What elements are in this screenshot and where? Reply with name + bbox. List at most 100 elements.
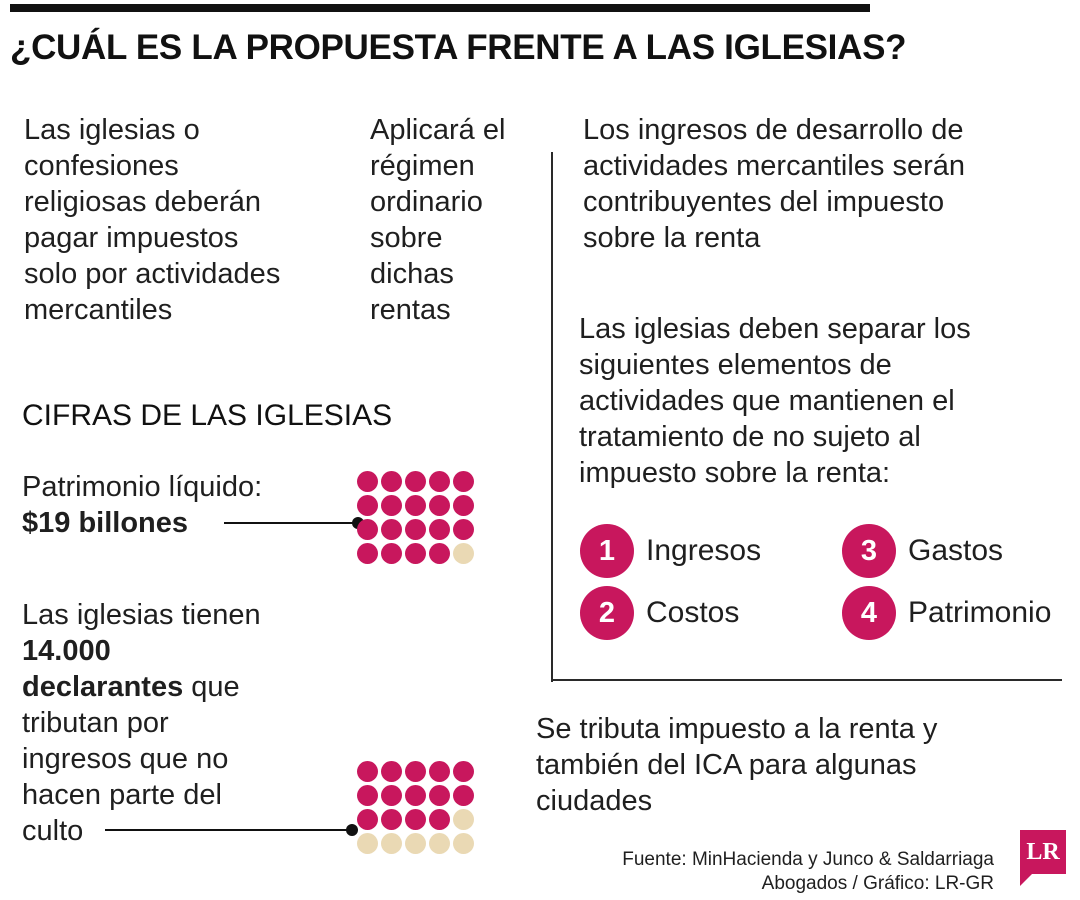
patrimonio-value: $19 billones — [22, 507, 189, 539]
element-label: Patrimonio — [908, 596, 1052, 629]
text-line: ordinario — [370, 186, 483, 218]
text-line: religiosas deberán — [24, 186, 261, 218]
text-line: actividades que mantienen el — [579, 385, 955, 417]
filled-dot — [357, 809, 378, 830]
filled-dot — [429, 785, 450, 806]
separate-elements-text: Las iglesias deben separar los siguiente… — [579, 311, 971, 491]
empty-dot — [381, 833, 402, 854]
filled-dot — [453, 761, 474, 782]
text-line: tributan por — [22, 707, 169, 739]
text-line: Las iglesias tienen — [22, 599, 261, 631]
lr-logo: LR — [1020, 830, 1066, 874]
filled-dot — [357, 495, 378, 516]
text-line: impuesto sobre la renta: — [579, 457, 891, 489]
number-badge: 4 — [842, 586, 896, 640]
filled-dot — [429, 809, 450, 830]
declarantes-word: declarantes — [22, 671, 184, 703]
text-line: ciudades — [536, 785, 653, 817]
filled-dot — [381, 495, 402, 516]
text-line: declarantes que — [22, 669, 261, 705]
text-line: hacen parte del — [22, 779, 222, 811]
patrimonio-text: Patrimonio líquido: $19 billones — [22, 469, 262, 541]
filled-dot — [381, 785, 402, 806]
filled-dot — [381, 519, 402, 540]
frame-horizontal-rule — [551, 679, 1062, 681]
text-line: ingresos que no — [22, 743, 229, 775]
filled-dot — [405, 495, 426, 516]
source-line: Abogados / Gráfico: LR-GR — [761, 873, 994, 894]
filled-dot — [381, 761, 402, 782]
declarantes-number: 14.000 — [22, 635, 111, 667]
element-label: Costos — [646, 596, 740, 629]
text-line: Se tributa impuesto a la renta y — [536, 713, 938, 745]
filled-dot — [405, 471, 426, 492]
declarantes-leader-line — [105, 829, 353, 831]
filled-dot — [429, 761, 450, 782]
text-line: régimen — [370, 150, 475, 182]
filled-dot — [381, 543, 402, 564]
filled-dot — [429, 495, 450, 516]
element-gastos: 3 Gastos — [842, 524, 1003, 578]
declarantes-dot-grid — [357, 761, 474, 854]
text-line: sobre la renta — [583, 222, 761, 254]
empty-dot — [453, 809, 474, 830]
filled-dot — [429, 471, 450, 492]
patrimonio-dot-grid — [357, 471, 474, 564]
empty-dot — [429, 833, 450, 854]
text-line: también del ICA para algunas — [536, 749, 917, 781]
text-line: rentas — [370, 294, 451, 326]
filled-dot — [453, 495, 474, 516]
filled-dot — [357, 471, 378, 492]
element-label: Ingresos — [646, 534, 762, 567]
filled-dot — [429, 543, 450, 564]
lr-logo-tail — [1020, 874, 1032, 886]
element-patrimonio: 4 Patrimonio — [842, 586, 1051, 640]
top-rule — [10, 4, 870, 12]
filled-dot — [405, 785, 426, 806]
text-line: dichas — [370, 258, 454, 290]
declarantes-leader-dot — [346, 824, 358, 836]
filled-dot — [357, 543, 378, 564]
churches-tax-text: Las iglesias o confesiones religiosas de… — [24, 112, 280, 328]
text-line: Las iglesias deben separar los — [579, 313, 971, 345]
filled-dot — [381, 809, 402, 830]
patrimonio-label: Patrimonio líquido: — [22, 471, 263, 503]
patrimonio-leader-line — [224, 522, 358, 524]
filled-dot — [357, 761, 378, 782]
filled-dot — [453, 471, 474, 492]
text-line: Las iglesias o — [24, 114, 200, 146]
text-line: tratamiento de no sujeto al — [579, 421, 921, 453]
empty-dot — [405, 833, 426, 854]
page-title: ¿CUÁL ES LA PROPUESTA FRENTE A LAS IGLES… — [10, 28, 907, 67]
number-badge: 3 — [842, 524, 896, 578]
text-line: actividades mercantiles serán — [583, 150, 966, 182]
filled-dot — [405, 543, 426, 564]
declarantes-text: Las iglesias tienen 14.000 declarantes q… — [22, 597, 261, 849]
filled-dot — [357, 519, 378, 540]
source-credit: Fuente: MinHacienda y Junco & Saldarriag… — [622, 848, 994, 896]
frame-vertical-rule — [551, 152, 553, 682]
text-line: Aplicará el — [370, 114, 506, 146]
filled-dot — [357, 785, 378, 806]
filled-dot — [453, 519, 474, 540]
text-line: confesiones — [24, 150, 179, 182]
filled-dot — [453, 785, 474, 806]
text-line: mercantiles — [24, 294, 173, 326]
mercantile-income-text: Los ingresos de desarrollo de actividade… — [583, 112, 965, 256]
element-costos: 2 Costos — [580, 586, 739, 640]
regime-text: Aplicará el régimen ordinario sobre dich… — [370, 112, 505, 328]
number-badge: 2 — [580, 586, 634, 640]
filled-dot — [381, 471, 402, 492]
filled-dot — [405, 761, 426, 782]
element-label: Gastos — [908, 534, 1004, 567]
section-title: CIFRAS DE LAS IGLESIAS — [22, 399, 393, 432]
text-line: sobre — [370, 222, 443, 254]
declarantes-after: que — [183, 671, 240, 703]
empty-dot — [453, 543, 474, 564]
ica-tax-text: Se tributa impuesto a la renta y también… — [536, 711, 937, 819]
text-line: Los ingresos de desarrollo de — [583, 114, 964, 146]
text-line: solo por actividades — [24, 258, 281, 290]
filled-dot — [405, 809, 426, 830]
element-ingresos: 1 Ingresos — [580, 524, 761, 578]
empty-dot — [357, 833, 378, 854]
